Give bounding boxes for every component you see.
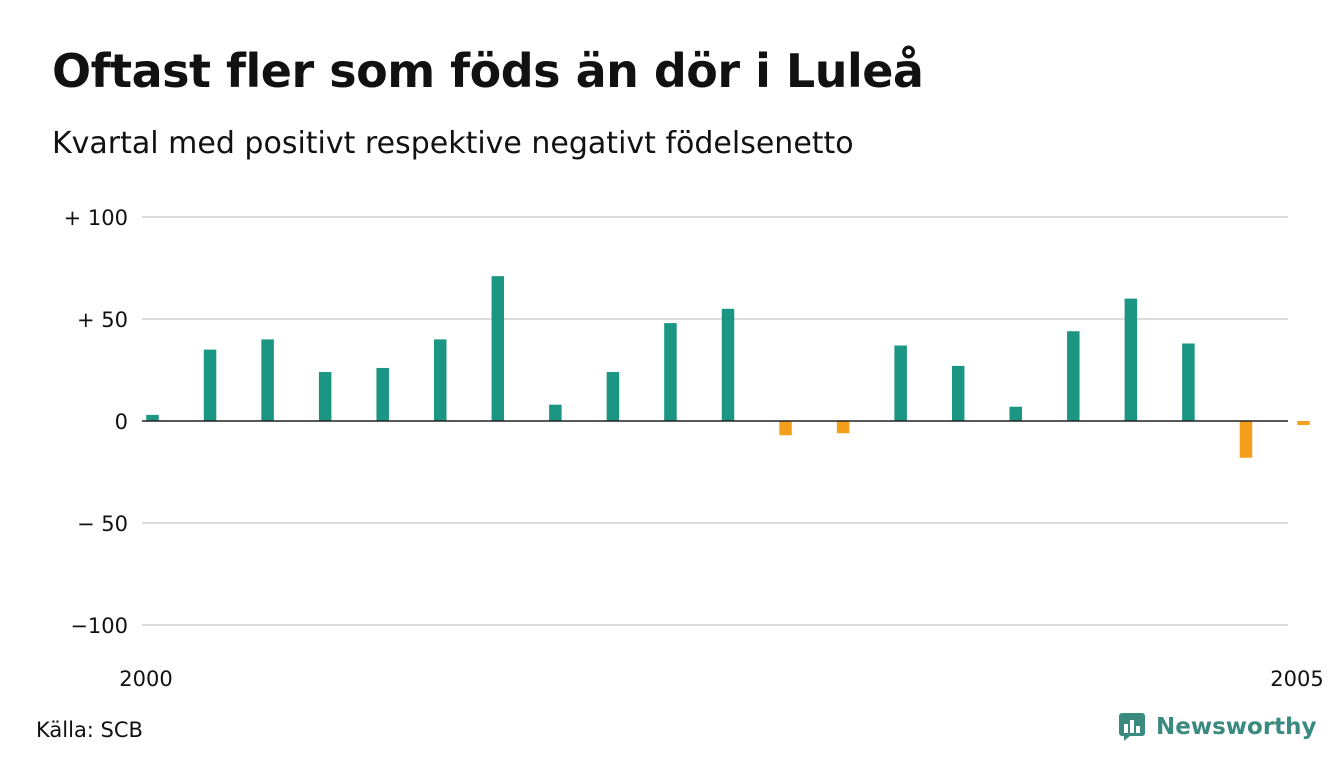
bar	[779, 421, 792, 436]
newsworthy-logo-icon	[1119, 713, 1145, 741]
chart-title: Oftast fler som föds än dör i Luleå	[52, 44, 924, 98]
bar	[894, 345, 907, 421]
axes: + 100+ 500− 50−10020002005201020152020	[64, 206, 1324, 691]
y-tick-label: + 50	[77, 308, 128, 332]
bar	[1067, 331, 1080, 421]
source-label: Källa: SCB	[36, 718, 143, 742]
bar	[549, 404, 562, 421]
y-tick-label: 0	[115, 410, 128, 434]
bar	[318, 372, 332, 421]
bar	[1239, 421, 1253, 458]
bar	[261, 339, 274, 421]
y-tick-label: + 100	[64, 206, 128, 230]
chart-subtitle: Kvartal med positivt respektive negativt…	[52, 126, 854, 161]
bar	[434, 339, 447, 421]
bar	[1182, 343, 1195, 421]
bar	[664, 323, 677, 421]
bar	[1297, 421, 1310, 426]
bar	[376, 367, 389, 421]
bar	[721, 308, 735, 421]
brand-logo[interactable]: Newsworthy	[1118, 712, 1317, 742]
bar-chart: + 100+ 500− 50−10020002005201020152020	[64, 206, 1324, 691]
bars	[146, 276, 1310, 458]
bar	[1009, 406, 1022, 421]
x-tick-label: 2000	[119, 667, 172, 691]
y-tick-label: −100	[70, 614, 128, 638]
brand-name: Newsworthy	[1156, 714, 1317, 740]
y-tick-label: − 50	[77, 512, 128, 536]
bar	[606, 372, 620, 421]
bar	[1124, 298, 1138, 421]
gridlines	[142, 216, 1288, 626]
bar	[203, 349, 217, 421]
bar	[491, 276, 505, 421]
x-tick-label: 2005	[1270, 667, 1323, 691]
bar	[146, 414, 159, 421]
bar	[836, 421, 850, 434]
bar	[951, 365, 965, 421]
